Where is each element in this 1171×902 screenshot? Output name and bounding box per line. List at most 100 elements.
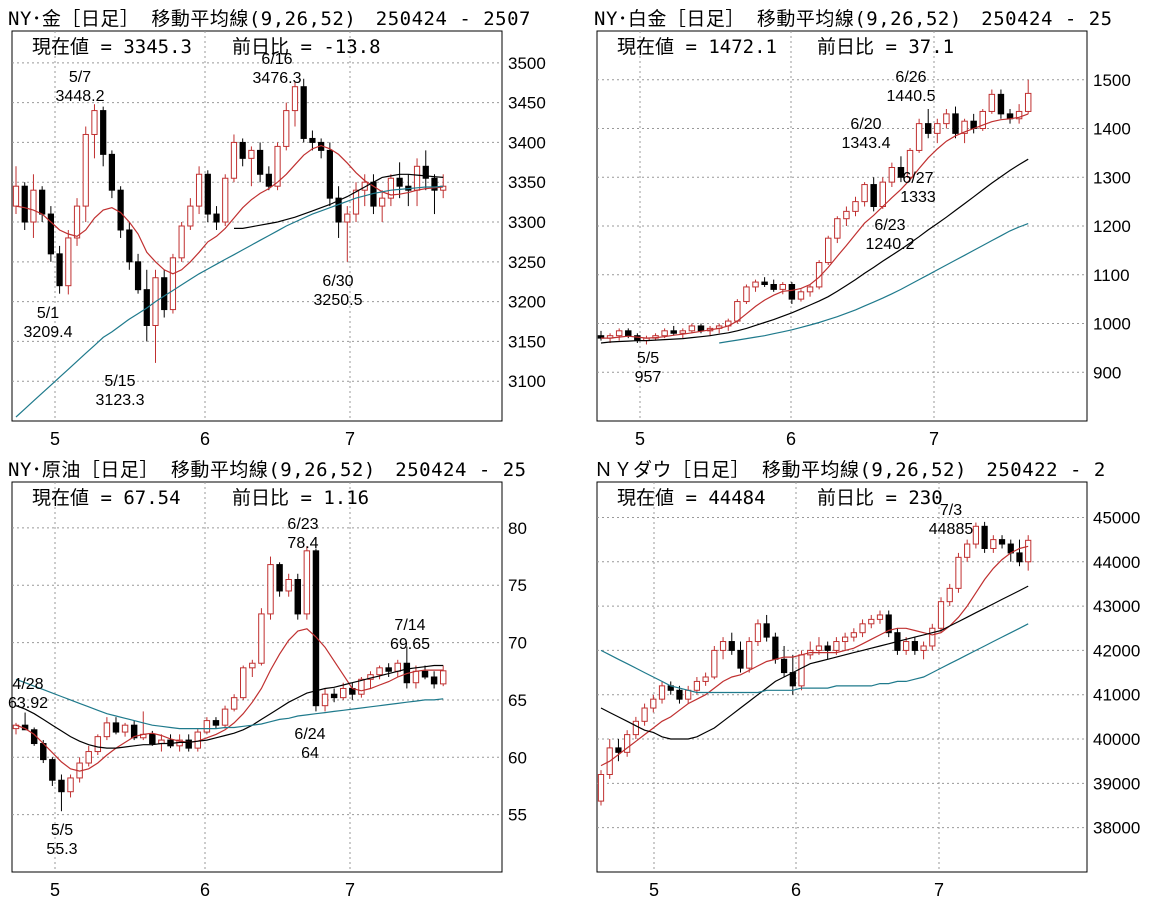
annotation-date: 6/20 [850,116,881,133]
candle-body [746,641,753,669]
candle-body [834,218,841,239]
annotation-value: 3448.2 [56,88,105,105]
candle-body [761,281,768,285]
candle-body [964,543,971,558]
y-tick-label: 900 [1093,363,1121,382]
change-label: 前日比 = 37.1 [817,36,954,58]
candle-body [943,113,950,125]
y-tick-label: 40000 [1093,730,1140,749]
candle-body [685,689,692,700]
candle-body [929,627,936,647]
candle-body [291,86,299,112]
candle-body [806,286,814,293]
candle-body [770,284,777,290]
current-value-label: 現在値 = 3345.3 [32,36,192,58]
candle-body [1016,552,1023,563]
y-tick-label: 1100 [1093,266,1130,285]
candle-body [330,693,338,699]
x-tick-label: 5 [50,880,60,900]
candle-body [961,120,968,134]
candle-body [728,641,735,651]
y-tick-label: 3200 [508,293,546,312]
annotation-date: 5/1 [37,305,59,322]
candle-body [267,564,274,615]
ma-line-26 [600,158,1029,344]
candle-body [303,550,311,615]
candle-body [195,173,203,207]
candle-body [879,181,886,207]
ma-line-26 [600,585,1029,740]
candle-body [12,185,20,207]
candle-body [988,93,996,112]
x-tick-label: 6 [200,429,210,449]
current-value-label: 現在値 = 44484 [617,487,766,509]
ma-line-52 [15,678,444,730]
candle-body [276,564,283,592]
annotation-value: 3250.5 [314,292,363,309]
candle-body [49,759,56,781]
ma-line-52 [719,223,1029,344]
annotation-date: 6/30 [322,273,353,290]
y-tick-label: 39000 [1093,774,1140,793]
candle-body [187,205,194,227]
candle-body [670,330,677,334]
candle-body [256,149,264,175]
candle-body [379,197,386,207]
candle-body [91,110,98,135]
candle-body [779,284,787,290]
candle-body [641,707,648,722]
chart-svg-dow: 38000 39000 40000 41000 42000 43000 44000 45000… [596,481,1140,900]
candle-body [265,173,272,187]
candle-body [85,751,92,764]
candle-body [204,173,211,215]
candle-body [117,189,124,231]
candle-body [249,662,256,669]
candle-body [385,667,392,672]
candle-body [981,525,988,549]
candle-body [752,281,759,288]
chart-panel-crude: NY･原油［日足］ 移動平均線(9,26,52) 250424 - 25 55 6… [0,451,585,902]
candle-body [1015,110,1023,120]
annotation-date: 7/3 [940,502,962,519]
candle-body [743,286,750,303]
y-tick-label: 3300 [508,213,546,232]
candle-body [222,177,229,223]
candle-body [615,747,622,753]
ma-line-9 [601,113,1029,339]
candle-body [294,579,301,615]
candle-body [688,325,696,332]
y-tick-label: 3350 [508,173,546,192]
candle-body [625,330,632,337]
candle-body [339,687,347,699]
change-label: 前日比 = 230 [817,487,943,509]
annotation-value: 69.65 [390,636,430,653]
candle-body [798,654,805,687]
candle-body [12,724,20,730]
candle-body [885,614,892,634]
candle-body [870,184,877,207]
candle-body [661,330,668,337]
candle-body [906,149,914,178]
candle-body [240,667,247,699]
y-tick-label: 1000 [1093,315,1131,334]
chart-title: NY･白金［日足］ 移動平均線(9,26,52) 250424 - 25 [594,8,1113,28]
candle-body [734,301,741,322]
annotation-value: 3123.3 [96,392,145,409]
candle-body [344,213,351,223]
candle-body [169,257,177,311]
candle-body [693,680,701,691]
candle-body [258,613,265,664]
candle-body [82,133,89,207]
candle-body [990,539,997,549]
annotation-date: 6/24 [294,726,325,743]
annotation-date: 6/23 [287,516,318,533]
candle-body [56,253,63,287]
candle-body [58,779,65,793]
candle-body [650,698,657,709]
candle-body [130,724,138,739]
y-tick-label: 1300 [1093,168,1131,187]
candle-body [39,189,46,215]
candle-body [676,689,683,700]
candle-body [780,658,788,674]
candle-body [850,632,857,638]
